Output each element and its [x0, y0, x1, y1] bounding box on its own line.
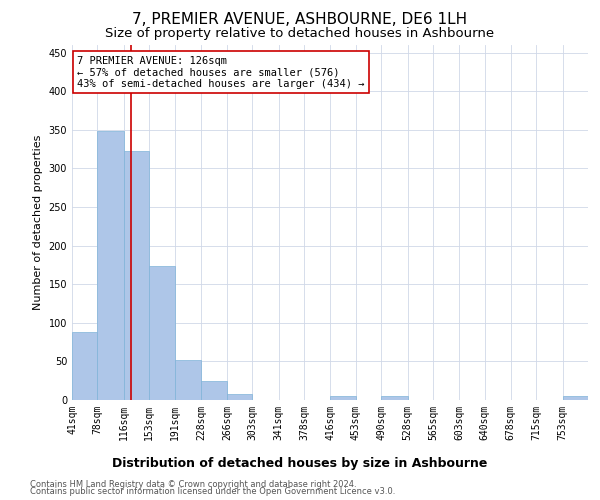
Bar — [201, 380, 227, 400]
Bar — [124, 150, 149, 400]
Y-axis label: Number of detached properties: Number of detached properties — [33, 135, 43, 310]
Text: Contains HM Land Registry data © Crown copyright and database right 2024.: Contains HM Land Registry data © Crown c… — [30, 480, 356, 489]
Text: Size of property relative to detached houses in Ashbourne: Size of property relative to detached ho… — [106, 28, 494, 40]
Text: 7, PREMIER AVENUE, ASHBOURNE, DE6 1LH: 7, PREMIER AVENUE, ASHBOURNE, DE6 1LH — [133, 12, 467, 28]
Bar — [227, 394, 253, 400]
Text: 7 PREMIER AVENUE: 126sqm
← 57% of detached houses are smaller (576)
43% of semi-: 7 PREMIER AVENUE: 126sqm ← 57% of detach… — [77, 56, 365, 89]
Text: Contains public sector information licensed under the Open Government Licence v3: Contains public sector information licen… — [30, 487, 395, 496]
Bar — [149, 266, 175, 400]
Bar — [97, 132, 124, 400]
Bar — [563, 396, 588, 400]
Bar — [382, 396, 407, 400]
Bar — [175, 360, 201, 400]
Text: Distribution of detached houses by size in Ashbourne: Distribution of detached houses by size … — [112, 458, 488, 470]
Bar — [72, 332, 97, 400]
Bar — [331, 396, 356, 400]
